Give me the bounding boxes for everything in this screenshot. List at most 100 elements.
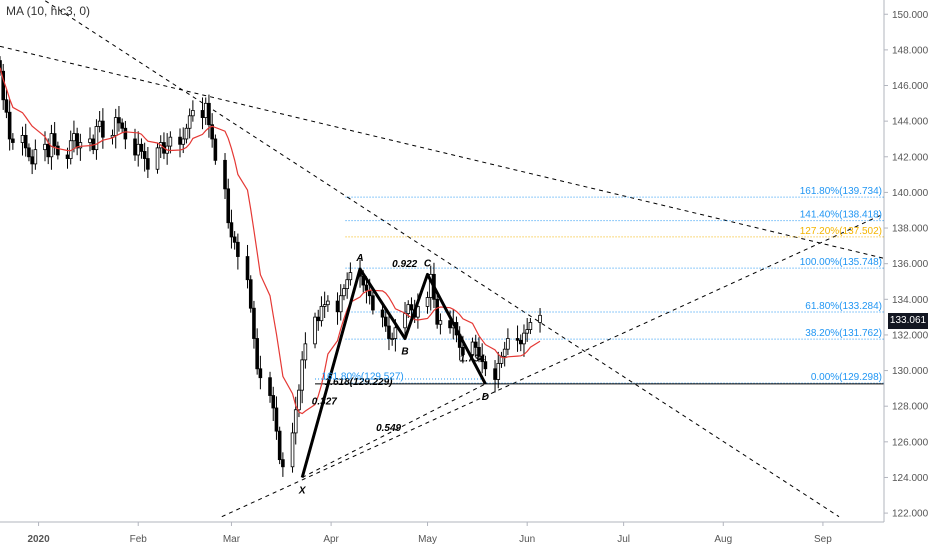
candle-body [155,147,160,170]
candle-body [117,117,121,124]
pattern-point-label: A [355,253,363,264]
x-tick-label: 2020 [27,534,50,545]
candle-body [496,363,501,380]
moving-average [0,67,541,415]
candle-body [11,138,15,143]
x-tick-label: Apr [323,534,339,545]
y-tick-label: 126.000 [892,437,929,448]
trendlines[interactable] [0,0,885,518]
candle-body [409,304,414,311]
candle-body [506,338,510,350]
candle-body [293,409,298,434]
x-tick-label: Aug [714,534,732,545]
candle-body [0,60,2,72]
candle-body [120,122,124,129]
candle-body [525,329,529,334]
fib-levels[interactable]: 161.80%(139.734) 141.40%(138.418) 127.20%(… [315,186,884,385]
candle-body [88,138,92,143]
pattern-ratio-label: 1.734 [460,354,485,365]
candle-body [187,115,192,129]
pattern-point-label: C [424,258,432,269]
candle-body [46,143,51,158]
candle-body [515,338,520,341]
candle-body [371,295,375,311]
y-tick-label: 130.000 [892,366,929,377]
candle-body [142,151,147,159]
y-tick-label: 132.000 [892,330,929,341]
axes: 122.000 124.000 126.000 128.000 130.000 132.0… [0,0,929,545]
candle-body [518,339,523,345]
candle-body [300,359,304,391]
fib-level-label: 0.00%(129.298) [811,372,882,383]
candle-body [477,347,481,357]
last-price-badge: 133.061 [888,313,928,329]
candle-body [277,430,282,461]
candle-body [27,147,31,158]
candle-body [184,127,189,140]
candle-body [335,300,340,313]
candle-body [528,322,533,330]
candle-body [258,368,263,379]
candle-body [483,361,488,370]
x-tick-label: May [418,534,437,545]
harmonic-pattern-path [300,267,487,478]
candle-body [213,138,218,161]
fib-level-label: 141.40%(138.418) [800,210,882,221]
candle-body [271,395,276,409]
x-tick-label: Jun [519,534,535,545]
x-tick-label: Feb [130,534,148,545]
candle-body [383,316,388,327]
candle-body [56,145,60,156]
candle-body [364,284,369,291]
candle-body [387,325,391,339]
fib-level-label: 127.20%(137.502) [800,226,882,237]
pattern-point-label: D [482,392,489,403]
y-tick-label: 146.000 [892,81,929,92]
candle-body [403,313,407,329]
candle-body [538,314,542,323]
ma-line [0,67,541,415]
candle-body [200,110,205,118]
candle-body [232,236,237,243]
candle-body [252,307,256,339]
y-tick-label: 140.000 [892,188,929,199]
candle-body [470,341,475,355]
candle-body [245,256,250,281]
candle-body [139,143,144,152]
candle-body [123,127,128,140]
y-tick-label: 144.000 [892,117,929,128]
candle-body [416,306,420,318]
candle-body [94,126,99,151]
candle-body [438,320,443,325]
candle-body [390,338,394,340]
candle-body [435,298,439,325]
y-tick-label: 148.000 [892,45,929,56]
candle-body [20,134,25,143]
candle-body [448,320,452,329]
candle-body [1,70,6,101]
pattern-ratio-label: 0.922 [392,259,417,270]
candles [0,56,542,477]
candle-body [461,347,465,355]
harmonic-pattern[interactable]: X A B C D 0.922 1.734 0.327 0.549 1.618(129.229)1… [298,253,489,496]
candle-body [393,327,398,339]
y-tick-label: 138.000 [892,224,929,235]
candle-body [522,332,526,345]
candle-body [425,297,430,307]
candle-body [4,99,9,113]
pattern-ratio-label: 1.618(129.229) [325,377,394,388]
candle-body [146,158,150,170]
y-tick-label: 134.000 [892,295,929,306]
xd-line [301,383,486,478]
candle-body [113,117,118,136]
candle-body [345,279,349,290]
candle-body [7,111,12,140]
candle-body [248,279,253,309]
candle-body [348,272,353,281]
candle-body [303,343,308,361]
candle-body [136,143,141,156]
y-tick-label: 150.000 [892,10,929,21]
indicator-label[interactable]: MA (10, hlc3, 0) [6,4,91,18]
